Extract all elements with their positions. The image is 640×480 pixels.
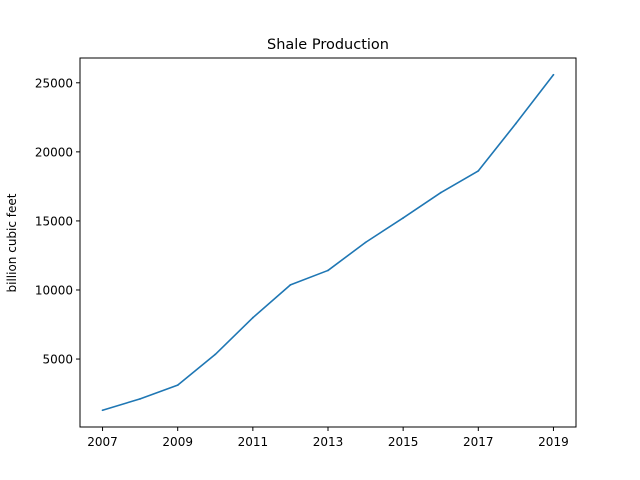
data-point <box>251 316 254 319</box>
data-point <box>327 269 329 272</box>
x-tick-label: 2019 <box>538 435 569 449</box>
data-point <box>214 353 217 356</box>
x-tick-label: 2011 <box>238 435 269 449</box>
series-line <box>102 74 555 412</box>
x-tick-label: 2013 <box>313 435 344 449</box>
y-tick-label: 10000 <box>35 283 73 297</box>
data-point <box>139 397 142 400</box>
data-point <box>514 122 517 125</box>
x-axis-ticks: 2007 2009 2011 2013 2015 2017 2019 <box>87 427 569 449</box>
data-point <box>364 241 367 244</box>
x-tick-label: 2017 <box>463 435 494 449</box>
x-tick-label: 2015 <box>388 435 419 449</box>
data-point <box>176 384 179 387</box>
series-group <box>101 73 555 412</box>
y-tick-label: 5000 <box>42 353 73 367</box>
data-point <box>552 73 555 76</box>
y-tick-label: 25000 <box>35 76 73 90</box>
data-point <box>101 409 104 412</box>
plot-area-frame <box>79 57 577 428</box>
data-point <box>402 217 405 219</box>
chart-title: Shale Production <box>267 37 389 53</box>
data-point <box>439 191 442 194</box>
data-point <box>289 283 292 286</box>
x-tick-label: 2007 <box>87 435 118 449</box>
y-axis-label: billion cubic feet <box>5 193 19 292</box>
y-tick-label: 15000 <box>35 214 73 228</box>
y-tick-label: 20000 <box>35 145 73 159</box>
y-axis-ticks: 5000 10000 15000 20000 25000 <box>35 76 80 367</box>
x-tick-label: 2009 <box>162 435 193 449</box>
data-point <box>477 170 480 172</box>
